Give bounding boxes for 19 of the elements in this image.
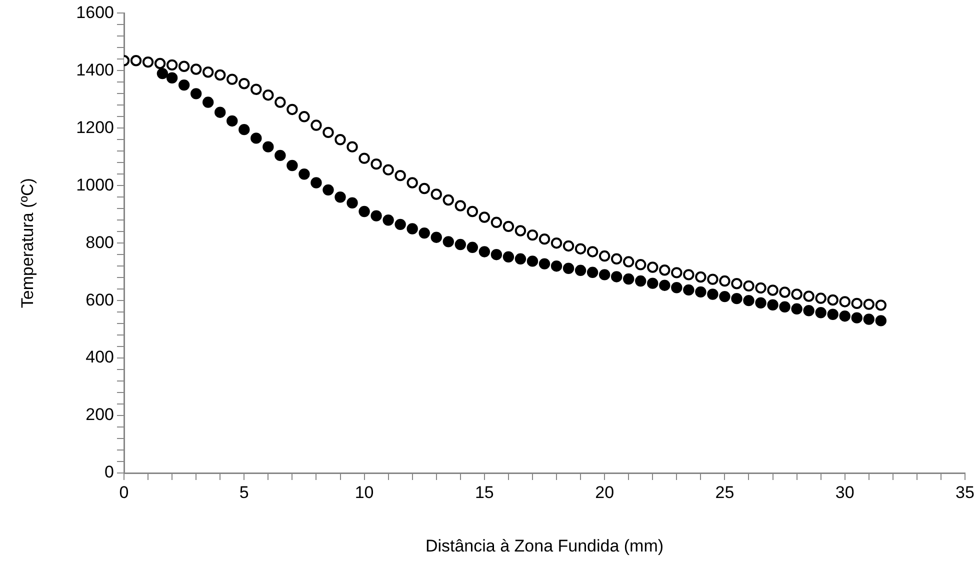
x-tick-label: 20 <box>595 482 614 502</box>
y-tick-label: 200 <box>86 405 114 424</box>
x-tick-label: 0 <box>119 482 129 502</box>
y-tick-label: 0 <box>104 462 114 482</box>
x-axis-title: Distância à Zona Fundida (mm) <box>425 536 664 556</box>
y-axis-title: Temperatura (ºC) <box>18 178 37 308</box>
x-tick-label: 15 <box>474 482 494 502</box>
y-tick-label: 1000 <box>76 175 114 194</box>
x-tick-label: 35 <box>956 482 974 502</box>
x-tick-label: 10 <box>354 482 374 502</box>
y-tick-label: 1600 <box>76 2 114 22</box>
x-tick-label: 5 <box>239 482 249 502</box>
y-tick-label: 600 <box>86 290 114 310</box>
y-tick-label: 400 <box>86 348 114 367</box>
x-tick-label: 30 <box>835 482 854 502</box>
y-tick-label: 1200 <box>76 118 114 137</box>
x-tick-label: 25 <box>715 482 734 502</box>
y-tick-label: 800 <box>86 232 114 252</box>
y-tick-label: 1400 <box>76 60 114 80</box>
